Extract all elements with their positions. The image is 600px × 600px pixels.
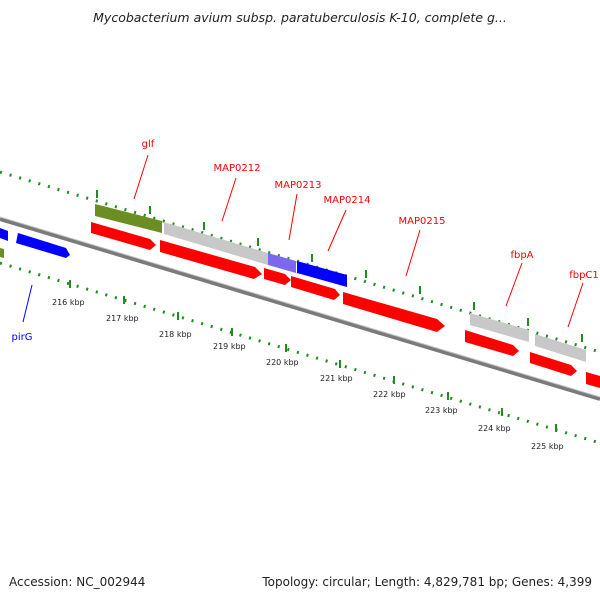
pirg-gene-block[interactable] bbox=[16, 233, 70, 258]
backbone bbox=[0, 217, 600, 401]
outer-major-ticks bbox=[96, 190, 583, 342]
pirg-leader bbox=[22, 284, 33, 323]
scale-label: 223 kbp bbox=[425, 406, 458, 415]
map0213-cds-arrow[interactable] bbox=[264, 268, 291, 285]
map0212-cds-arrow[interactable] bbox=[160, 240, 262, 279]
feature-label-map0213: MAP0213 bbox=[275, 180, 322, 191]
accession-text: Accession: NC_002944 bbox=[9, 575, 146, 589]
feature-label-fbpc1: fbpC1 bbox=[569, 270, 599, 281]
fbpa-cds-arrow[interactable] bbox=[465, 330, 519, 356]
left-edge-blue-block[interactable] bbox=[0, 228, 8, 241]
map0214-gene-block[interactable] bbox=[297, 261, 347, 287]
map0213-gene-block[interactable] bbox=[268, 253, 296, 273]
scale-label: 217 kbp bbox=[106, 314, 139, 323]
map-title: Mycobacterium avium subsp. paratuberculo… bbox=[93, 10, 507, 25]
feature-label-map0215: MAP0215 bbox=[399, 216, 446, 227]
fbpa-gene-block[interactable] bbox=[470, 313, 529, 342]
partial-cds-arrow[interactable] bbox=[586, 372, 600, 388]
map0214-cds-arrow[interactable] bbox=[291, 276, 340, 300]
feature-label-pirg: pirG bbox=[12, 332, 33, 343]
feature-label-map0214: MAP0214 bbox=[324, 195, 371, 206]
fbpc1-cds-arrow[interactable] bbox=[530, 352, 577, 376]
feature-label-map0212: MAP0212 bbox=[214, 163, 261, 174]
map0212-gene-block[interactable] bbox=[164, 222, 268, 265]
glf-cds-arrow[interactable] bbox=[91, 222, 156, 250]
scale-label: 225 kbp bbox=[531, 442, 564, 451]
genome-summary-text: Topology: circular; Length: 4,829,781 bp… bbox=[262, 575, 592, 589]
scale-label: 224 kbp bbox=[478, 424, 511, 433]
scale-label: 218 kbp bbox=[159, 330, 192, 339]
glf-gene-block[interactable] bbox=[95, 204, 162, 233]
feature-label-glf: glf bbox=[142, 139, 155, 150]
left-edge-green-block[interactable] bbox=[0, 248, 4, 258]
feature-label-fbpa: fbpA bbox=[510, 250, 533, 261]
inner-major-ticks bbox=[69, 280, 557, 432]
scale-label: 220 kbp bbox=[266, 358, 299, 367]
scale-label: 216 kbp bbox=[52, 298, 85, 307]
scale-label: 222 kbp bbox=[373, 390, 406, 399]
scale-label: 221 kbp bbox=[320, 374, 353, 383]
fbpc1-gene-block[interactable] bbox=[535, 334, 586, 362]
forward-strand-features bbox=[95, 204, 586, 362]
label-leaders bbox=[133, 154, 584, 328]
cds-features bbox=[91, 222, 600, 388]
map0215-cds-arrow[interactable] bbox=[343, 292, 445, 332]
pirg-region-features bbox=[0, 228, 70, 258]
scale-label: 219 kbp bbox=[213, 342, 246, 351]
